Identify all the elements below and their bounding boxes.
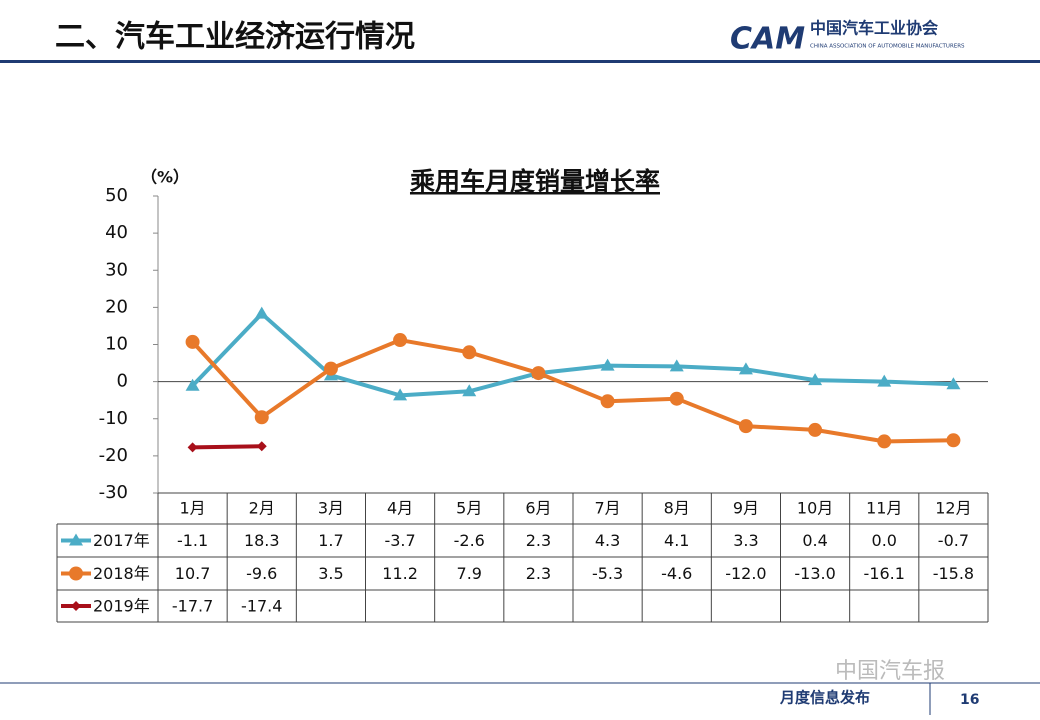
table-value: -4.6 <box>661 564 692 583</box>
watermark: 中国汽车报 <box>835 659 945 684</box>
x-tick-label: 8月 <box>664 499 690 518</box>
legend-label: 2018年 <box>93 564 150 583</box>
x-tick-label: 12月 <box>935 499 971 518</box>
series-marker <box>946 433 961 448</box>
header-rule <box>0 60 1040 63</box>
table-value: 0.4 <box>802 531 827 550</box>
legend-label: 2017年 <box>93 531 150 550</box>
table-value: -1.1 <box>177 531 208 550</box>
table-value: 2.3 <box>526 564 551 583</box>
table-value: 11.2 <box>382 564 418 583</box>
x-tick-label: 11月 <box>866 499 902 518</box>
x-tick-label: 7月 <box>594 499 620 518</box>
series-marker <box>738 419 753 434</box>
table-value: 3.5 <box>318 564 343 583</box>
footer-label: 月度信息发布 <box>779 689 870 707</box>
legend-label: 2019年 <box>93 597 150 616</box>
x-tick-label: 5月 <box>456 499 482 518</box>
table-value: 4.3 <box>595 531 620 550</box>
series-marker <box>877 374 892 387</box>
series-line <box>191 311 954 398</box>
x-tick-label: 3月 <box>318 499 344 518</box>
series-marker <box>187 442 198 453</box>
table-value: -17.7 <box>172 597 213 616</box>
y-unit: （%） <box>141 168 189 187</box>
table-value: -12.0 <box>725 564 766 583</box>
x-tick-label: 4月 <box>387 499 413 518</box>
table-value: 1.7 <box>318 531 343 550</box>
y-tick-label: 40 <box>105 222 128 243</box>
table-value: -0.7 <box>938 531 969 550</box>
table-value: -15.8 <box>933 564 974 583</box>
series-marker <box>600 394 615 409</box>
series-marker <box>946 377 961 390</box>
series-marker <box>393 333 408 348</box>
table-value: -3.7 <box>384 531 415 550</box>
y-tick-label: 10 <box>105 334 128 355</box>
series-marker <box>393 388 408 401</box>
table-value: -13.0 <box>794 564 835 583</box>
table-value: -5.3 <box>592 564 623 583</box>
series-marker <box>323 361 338 376</box>
table-value: -17.4 <box>241 597 282 616</box>
y-tick-label: 0 <box>117 371 128 392</box>
series-line <box>192 444 262 450</box>
series-marker <box>256 441 267 452</box>
series-marker <box>808 373 823 386</box>
table-value: 2.3 <box>526 531 551 550</box>
page-number: 16 <box>960 692 979 708</box>
series-marker <box>669 359 684 372</box>
y-tick-label: -30 <box>99 482 128 503</box>
series-marker <box>462 345 477 360</box>
series-marker <box>462 384 477 397</box>
series-marker <box>185 334 200 349</box>
logo-name: 中国汽车工业协会 <box>810 19 938 38</box>
table-value: 18.3 <box>244 531 280 550</box>
table-value: 4.1 <box>664 531 689 550</box>
legend-marker <box>69 566 83 581</box>
x-tick-label: 6月 <box>525 499 551 518</box>
legend-marker <box>71 601 81 611</box>
y-tick-label: 20 <box>105 296 128 317</box>
series-marker <box>738 362 753 375</box>
y-tick-label: -10 <box>99 408 128 429</box>
x-tick-label: 1月 <box>179 499 205 518</box>
y-tick-label: 30 <box>105 259 128 280</box>
series-marker <box>254 410 269 425</box>
series-marker <box>185 378 200 391</box>
series-marker <box>531 366 546 381</box>
table-value: 0.0 <box>872 531 897 550</box>
slide-title: 二、汽车工业经济运行情况 <box>55 20 415 55</box>
table-value: -2.6 <box>454 531 485 550</box>
table-value: 3.3 <box>733 531 758 550</box>
series-marker <box>254 306 269 319</box>
series-marker <box>808 422 823 437</box>
table-value: -9.6 <box>246 564 277 583</box>
series-line <box>191 338 954 444</box>
y-tick-label: 50 <box>105 185 128 206</box>
table-value: 10.7 <box>175 564 211 583</box>
x-tick-label: 9月 <box>733 499 759 518</box>
chart-title: 乘用车月度销量增长率 <box>410 167 660 196</box>
y-tick-label: -20 <box>99 445 128 466</box>
table-value: 7.9 <box>457 564 482 583</box>
series-marker <box>877 434 892 449</box>
legend-marker <box>69 533 83 546</box>
series-marker <box>600 358 615 371</box>
logo-english: CHINA ASSOCIATION OF AUTOMOBILE MANUFACT… <box>810 44 965 50</box>
x-tick-label: 2月 <box>249 499 275 518</box>
series-marker <box>669 391 684 406</box>
x-tick-label: 10月 <box>797 499 833 518</box>
logo-mark: CAM <box>730 22 805 57</box>
table-value: -16.1 <box>864 564 905 583</box>
